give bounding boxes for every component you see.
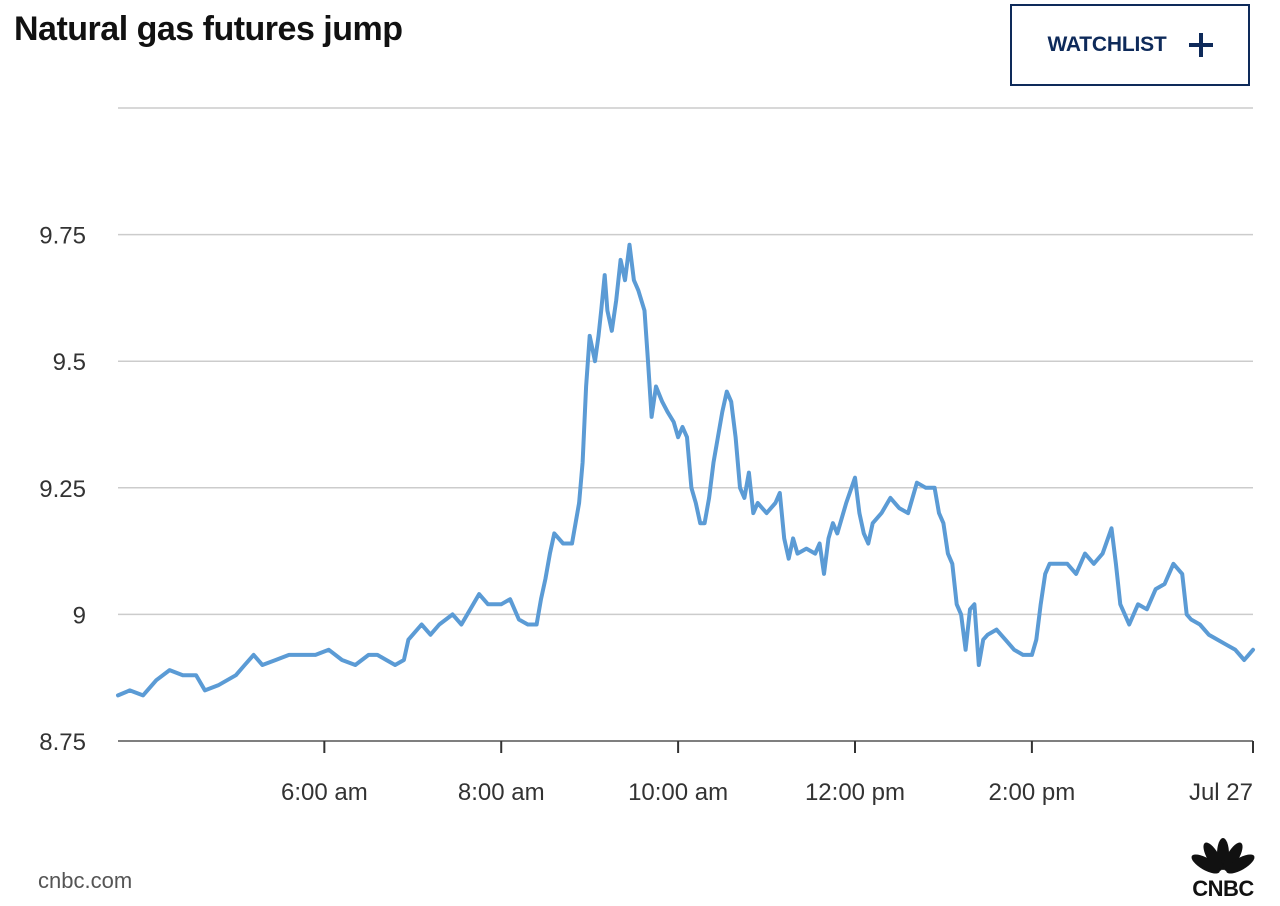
y-tick-label: 9.5 xyxy=(53,349,86,376)
y-tick-label: 8.75 xyxy=(39,729,86,756)
y-tick-label: 9 xyxy=(73,602,86,629)
logo-text: CNBC xyxy=(1192,876,1254,901)
cnbc-logo: CNBC xyxy=(1178,832,1268,901)
x-tick-label: 6:00 am xyxy=(281,779,368,806)
chart-title: Natural gas futures jump xyxy=(14,10,403,48)
y-tick-label: 9.25 xyxy=(39,476,86,503)
y-tick-label: 9.75 xyxy=(39,223,86,250)
x-tick-label: Jul 27 xyxy=(1189,779,1253,806)
watchlist-button[interactable]: WATCHLIST xyxy=(1010,4,1250,86)
x-tick-label: 2:00 pm xyxy=(989,779,1076,806)
series-line xyxy=(116,242,1255,698)
watchlist-label: WATCHLIST xyxy=(1047,33,1167,56)
x-tick-label: 8:00 am xyxy=(458,779,545,806)
x-tick-label: 10:00 am xyxy=(628,779,728,806)
peacock-icon xyxy=(1191,838,1255,874)
plus-icon xyxy=(1188,33,1213,57)
x-tick-label: 12:00 pm xyxy=(805,779,905,806)
source-label: cnbc.com xyxy=(38,868,133,893)
